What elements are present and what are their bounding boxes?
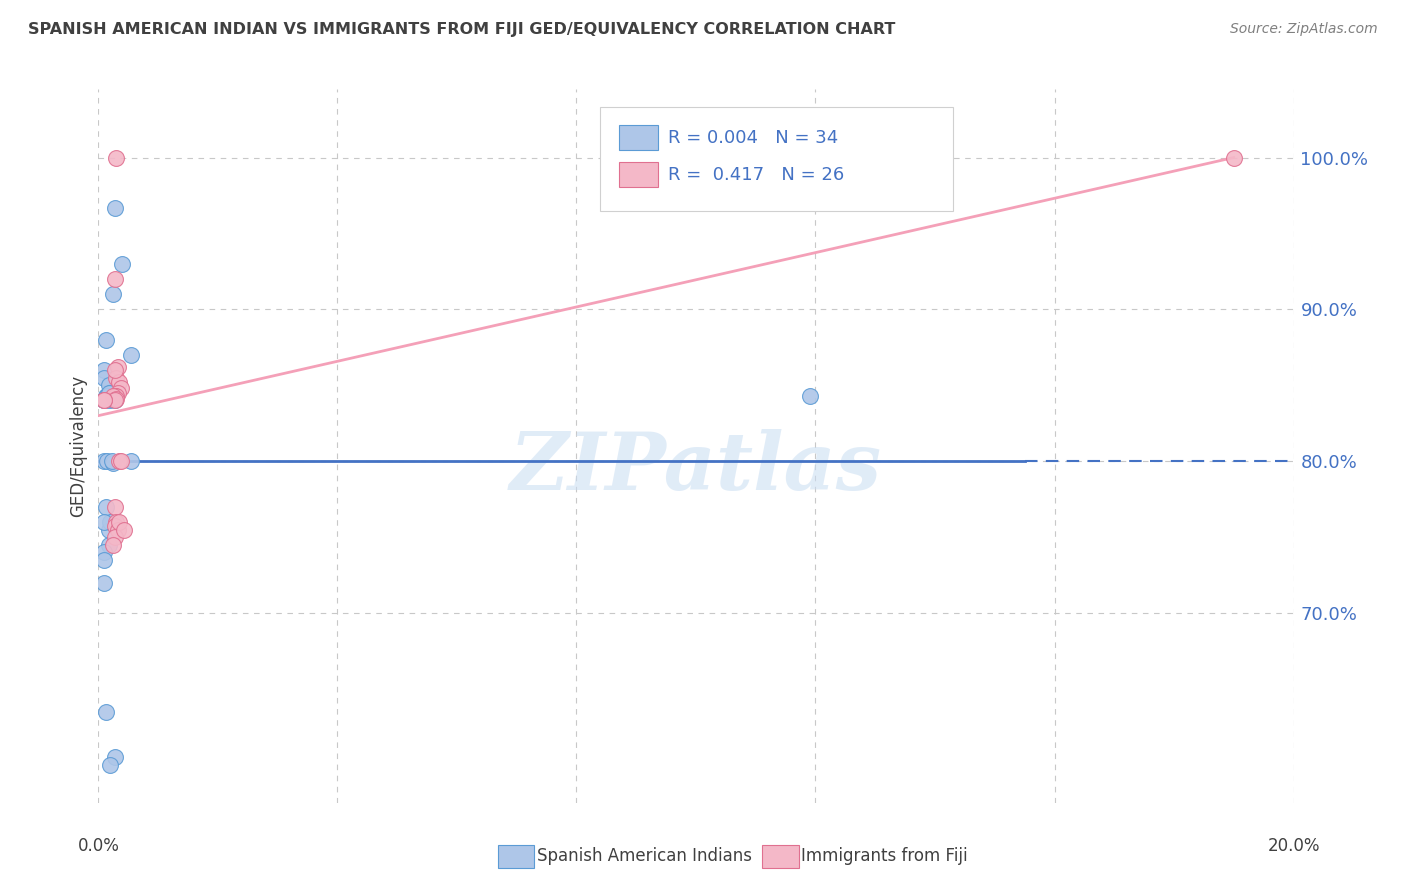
Point	[93, 393, 115, 408]
Point	[100, 757, 122, 772]
Y-axis label: GED/Equivalency: GED/Equivalency	[69, 375, 87, 517]
Point	[93, 370, 115, 384]
Point	[105, 151, 128, 165]
Point	[94, 393, 117, 408]
Text: R =  0.417   N = 26: R = 0.417 N = 26	[668, 166, 845, 184]
Point	[94, 500, 117, 514]
Point	[100, 515, 122, 529]
Point	[104, 393, 127, 408]
Point	[96, 389, 118, 403]
Point	[94, 333, 117, 347]
Point	[105, 389, 128, 403]
Point	[93, 363, 115, 377]
Point	[104, 393, 127, 408]
Point	[104, 750, 127, 764]
Text: SPANISH AMERICAN INDIAN VS IMMIGRANTS FROM FIJI GED/EQUIVALENCY CORRELATION CHAR: SPANISH AMERICAN INDIAN VS IMMIGRANTS FR…	[28, 22, 896, 37]
Point	[104, 530, 127, 544]
Point	[93, 454, 115, 468]
Point	[110, 381, 132, 395]
Point	[107, 385, 129, 400]
Point	[104, 201, 127, 215]
Point	[93, 515, 115, 529]
Point	[93, 393, 115, 408]
Point	[108, 515, 131, 529]
Point	[103, 538, 125, 552]
FancyBboxPatch shape	[620, 125, 658, 150]
Point	[98, 378, 121, 392]
Point	[110, 454, 132, 468]
Point	[104, 272, 127, 286]
Point	[108, 376, 131, 390]
Point	[103, 456, 125, 470]
Point	[1223, 151, 1246, 165]
Point	[120, 348, 142, 362]
Point	[799, 389, 821, 403]
Point	[111, 257, 134, 271]
Text: 20.0%: 20.0%	[1267, 837, 1320, 855]
Point	[96, 454, 118, 468]
Point	[105, 370, 128, 384]
Text: ZIPatlas: ZIPatlas	[510, 429, 882, 506]
Point	[98, 538, 121, 552]
Point	[100, 393, 122, 408]
Text: Spanish American Indians: Spanish American Indians	[537, 847, 752, 865]
Point	[104, 500, 127, 514]
Point	[93, 393, 115, 408]
Point	[103, 287, 125, 301]
Point	[104, 363, 127, 377]
Point	[100, 385, 122, 400]
Point	[93, 545, 115, 559]
FancyBboxPatch shape	[620, 162, 658, 187]
Point	[108, 454, 131, 468]
Text: Source: ZipAtlas.com: Source: ZipAtlas.com	[1230, 22, 1378, 37]
Point	[120, 454, 142, 468]
Point	[105, 515, 128, 529]
Point	[112, 523, 135, 537]
Text: 0.0%: 0.0%	[77, 837, 120, 855]
Point	[104, 389, 127, 403]
Point	[94, 389, 117, 403]
Point	[93, 575, 115, 590]
Point	[98, 385, 121, 400]
Point	[107, 359, 129, 374]
Point	[103, 389, 125, 403]
Point	[107, 523, 129, 537]
Text: R = 0.004   N = 34: R = 0.004 N = 34	[668, 128, 839, 146]
Point	[94, 705, 117, 719]
Point	[104, 519, 127, 533]
Point	[93, 553, 115, 567]
Point	[98, 523, 121, 537]
FancyBboxPatch shape	[600, 107, 953, 211]
Point	[93, 393, 115, 408]
Text: Immigrants from Fiji: Immigrants from Fiji	[801, 847, 969, 865]
Point	[105, 392, 128, 406]
Point	[100, 454, 122, 468]
